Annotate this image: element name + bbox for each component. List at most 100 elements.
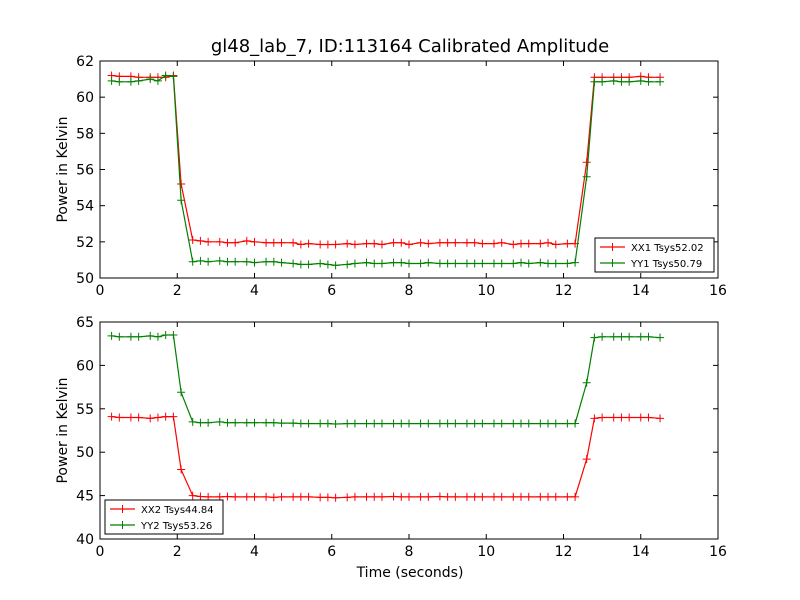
data-point [405,419,413,428]
data-point [177,388,186,397]
data-point [443,259,452,268]
legend: XX2 Tsys44.84 YY2 Tsys53.26 [104,499,224,535]
x-tick-label: 6 [327,544,336,560]
legend: XX1 Tsys52.02 YY1 Tsys50.79 [594,237,715,273]
y-tick-label: 56 [76,163,94,179]
data-point [107,331,116,340]
data-point [563,419,572,428]
data-point [350,240,359,249]
legend-label: XX2 Tsys44.84 [141,505,214,516]
data-point [343,260,352,269]
data-point [656,77,665,86]
data-point [582,455,591,464]
x-tick-label: 4 [250,544,259,560]
data-point [323,260,332,269]
data-point [563,492,572,501]
data-point [134,332,143,341]
data-point [296,492,305,501]
data-point [289,492,298,501]
data-point [451,238,460,247]
x-tick-label: 10 [477,283,495,299]
data-point [389,258,398,267]
legend-label: XX1 Tsys52.02 [631,243,704,254]
data-point [470,238,479,247]
data-point [350,419,359,428]
series-2 [107,331,665,428]
data-point [231,418,240,427]
data-point [289,238,298,247]
data-point [625,77,634,86]
x-tick-label: 0 [96,283,105,299]
data-point [536,492,545,501]
data-point [169,331,178,340]
data-point [470,259,479,268]
data-point [196,492,205,501]
data-point [215,417,224,426]
data-point [478,239,487,248]
data-point [115,332,124,341]
data-point [377,419,386,428]
y-tick-label: 60 [76,358,94,374]
data-point [397,238,406,247]
x-tick-label: 12 [555,283,573,299]
y-tick-label: 55 [76,402,94,418]
data-point [443,238,452,247]
y-tick-label: 52 [76,235,94,251]
y-tick-label: 60 [76,90,94,106]
data-point [343,493,352,502]
data-point [323,240,332,249]
y-axis-label: Power in Kelvin [55,116,71,222]
data-point [509,492,518,501]
data-point [462,492,471,501]
data-point [343,419,352,428]
data-point [323,493,332,502]
y-tick-label: 65 [76,315,94,331]
data-point [517,419,526,428]
data-point [169,412,178,421]
y-tick-label: 40 [76,532,94,548]
data-point [289,419,298,428]
data-point [370,419,379,428]
data-point [644,77,653,86]
data-point [435,419,444,428]
data-point [462,259,471,268]
data-point [598,413,607,422]
data-point [177,179,186,188]
legend-marker [608,243,617,251]
data-point [524,259,533,268]
data-point [153,332,162,341]
data-point [223,257,232,266]
data-point [478,419,487,428]
data-point [424,258,433,267]
data-point [590,333,599,342]
data-point [389,492,398,501]
x-tick-label: 0 [96,544,105,560]
data-point [250,237,259,246]
data-point [497,419,506,428]
x-tick-label: 14 [632,544,650,560]
data-point [169,72,178,81]
data-point [544,419,553,428]
data-point [262,238,271,247]
x-tick-label: 2 [173,283,182,299]
data-point [536,419,545,428]
data-point [343,239,352,248]
data-point [316,240,325,249]
data-point [134,413,143,422]
data-point [277,419,286,428]
data-point [215,237,224,246]
data-point [304,239,313,248]
data-point [304,419,313,428]
data-point [331,261,340,270]
data-point [544,238,553,247]
data-point [262,492,271,501]
data-point [362,419,371,428]
data-point [231,238,240,247]
data-point [416,419,425,428]
series-2 [107,71,665,270]
data-point [126,332,135,341]
data-point [289,259,298,268]
data-point [146,331,155,340]
data-point [517,239,526,248]
